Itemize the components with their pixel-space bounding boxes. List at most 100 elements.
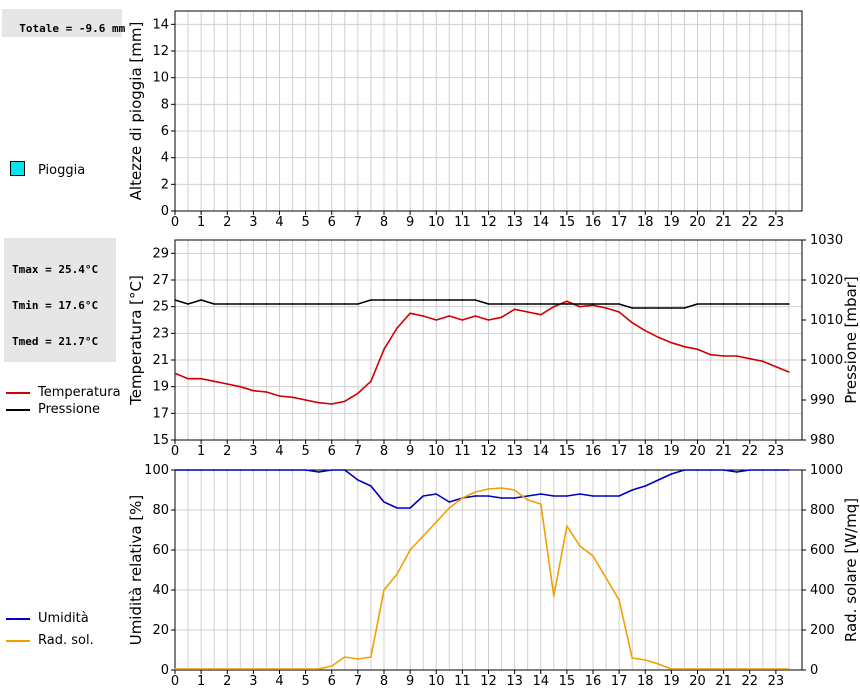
- panel3-x-tick-label: 16: [585, 674, 602, 689]
- panel2-pressione-point: [500, 303, 503, 305]
- panel3-umidit-point: [474, 495, 477, 497]
- panel2-pressione-point: [553, 303, 555, 305]
- panel3-x-tick-label: 9: [406, 674, 414, 689]
- panel2-x-tick-label: 22: [741, 444, 758, 459]
- panel3-rad-sol-point: [696, 668, 699, 670]
- panel3-rad-sol-point: [317, 668, 320, 670]
- panel3-x-tick-label: 6: [328, 674, 336, 689]
- panel1-x-tick-label: 20: [689, 215, 706, 230]
- panel1-x-tick-label: 21: [715, 215, 732, 230]
- panel3-umidit-point: [788, 469, 790, 471]
- temperature-legend-swatch: [6, 392, 30, 394]
- panel2-pressione-point: [487, 303, 490, 305]
- humidity-legend-swatch: [6, 618, 30, 620]
- panel2-temperatura-point: [775, 365, 777, 368]
- panel2-pressione-point: [448, 299, 451, 301]
- panel3-x-tick-label: 1: [197, 674, 205, 689]
- panel3-y2-tick-label: 0: [810, 663, 818, 678]
- panel3-x-tick-label: 2: [223, 674, 231, 689]
- panel2-temperatura-point: [357, 392, 359, 395]
- panel3-umidit-point: [409, 507, 411, 509]
- panel1-y-tick-label: 2: [161, 177, 169, 192]
- panel2-pressione-point: [252, 303, 255, 305]
- panel3-x-tick-label: 14: [532, 674, 549, 689]
- panel2-pressione-point: [239, 303, 242, 305]
- panel2-temperatura-point: [500, 316, 503, 319]
- temperature-stats-box: Tmax = 25.4°C Tmin = 17.6°C Tmed = 21.7°…: [4, 238, 116, 362]
- radiation-legend-label: Rad. sol.: [38, 633, 94, 648]
- panel3-rad-sol-point: [526, 499, 529, 501]
- panel3-rad-sol-point: [396, 573, 398, 575]
- panel2-y-tick-label: 19: [152, 380, 169, 395]
- panel3-umidit-point: [683, 469, 686, 471]
- panel2-temperatura-point: [239, 385, 242, 388]
- panel2-x-tick-label: 8: [380, 444, 388, 459]
- panel2-x-tick-label: 10: [428, 444, 445, 459]
- panel2-temperatura-point: [448, 315, 451, 317]
- rain-legend-swatch: [10, 161, 25, 176]
- panel3-rad-sol-point: [735, 668, 738, 670]
- panel3-y-tick-label: 80: [152, 503, 169, 518]
- panel2-temperatura-point: [317, 401, 320, 404]
- panel2-x-tick-label: 2: [223, 444, 231, 459]
- panel1-y-tick-label: 14: [152, 17, 169, 32]
- panel3-umidit-point: [618, 495, 620, 497]
- panel2-y2-tick-label: 980: [810, 433, 835, 448]
- panel3-umidit-point: [605, 495, 607, 497]
- panel3-x-tick-label: 23: [768, 674, 785, 689]
- panel2-y-axis-title: Temperatura [°C]: [127, 275, 145, 406]
- panel1-y-tick-label: 8: [161, 97, 169, 112]
- panel2-x-tick-label: 6: [328, 444, 336, 459]
- panel3-umidit-point: [344, 469, 346, 471]
- panel3-x-tick-label: 22: [741, 674, 758, 689]
- panel3-rad-sol-point: [683, 668, 686, 670]
- panel2-temperatura-point: [579, 305, 581, 308]
- panel2-temperatura-point: [187, 377, 189, 380]
- panel2-pressione-point: [788, 303, 790, 305]
- panel3-rad-sol-point: [762, 668, 764, 670]
- panel3-y-tick-label: 0: [161, 663, 169, 678]
- panel3-rad-sol-point: [553, 595, 555, 597]
- panel2-pressione-point: [618, 303, 620, 305]
- panel2-x-tick-label: 3: [249, 444, 257, 459]
- panel1-x-tick-label: 4: [275, 215, 283, 230]
- panel1-y-tick-label: 6: [161, 124, 169, 139]
- panel3-x-tick-label: 8: [380, 674, 388, 689]
- panel2-pressione-point: [474, 299, 477, 301]
- panel3-rad-sol-point: [239, 668, 242, 670]
- panel3-umidit-point: [500, 497, 503, 499]
- panel2-pressione-point: [657, 307, 660, 309]
- panel1-x-tick-label: 6: [328, 215, 336, 230]
- panel3-umidit-point: [291, 469, 294, 471]
- panel2-y-tick-label: 21: [152, 353, 169, 368]
- panel2-pressione-point: [174, 299, 176, 301]
- panel2-x-tick-label: 20: [689, 444, 706, 459]
- panel2-temperatura-point: [474, 315, 477, 317]
- panel3-umidit-point: [513, 497, 516, 499]
- panel3-rad-sol-point: [644, 659, 647, 661]
- panel3-y2-tick-label: 200: [810, 623, 835, 638]
- panel2-x-tick-label: 7: [354, 444, 362, 459]
- panel3-umidit-point: [592, 495, 594, 497]
- panel2-pressione-point: [278, 303, 281, 305]
- panel3-rad-sol-point: [435, 521, 438, 523]
- panel2-pressione-point: [605, 303, 607, 305]
- panel3-rad-sol-point: [174, 668, 176, 670]
- panel3-y2-axis-title: Rad. solare [W/mq]: [842, 498, 860, 642]
- panel2-y2-tick-label: 1000: [810, 353, 843, 368]
- panel3-umidit-point: [670, 473, 673, 475]
- panel3-rad-sol-point: [474, 491, 477, 493]
- panel2-pressione-point: [200, 299, 202, 301]
- panel2-pressione-point: [579, 303, 581, 305]
- panel3-rad-sol-point: [448, 507, 451, 509]
- panel3-umidit-point: [775, 469, 777, 471]
- panel2-temperatura-point: [540, 313, 542, 316]
- panel2-temperatura-point: [265, 391, 268, 393]
- panel3-umidit-point: [526, 495, 529, 497]
- panel3-rad-sol-point: [722, 668, 725, 670]
- panel3-rad-sol-point: [265, 668, 268, 670]
- panel3-x-tick-label: 12: [480, 674, 497, 689]
- panel3-umidit-point: [331, 469, 333, 471]
- panel2-y2-tick-label: 1030: [810, 233, 843, 248]
